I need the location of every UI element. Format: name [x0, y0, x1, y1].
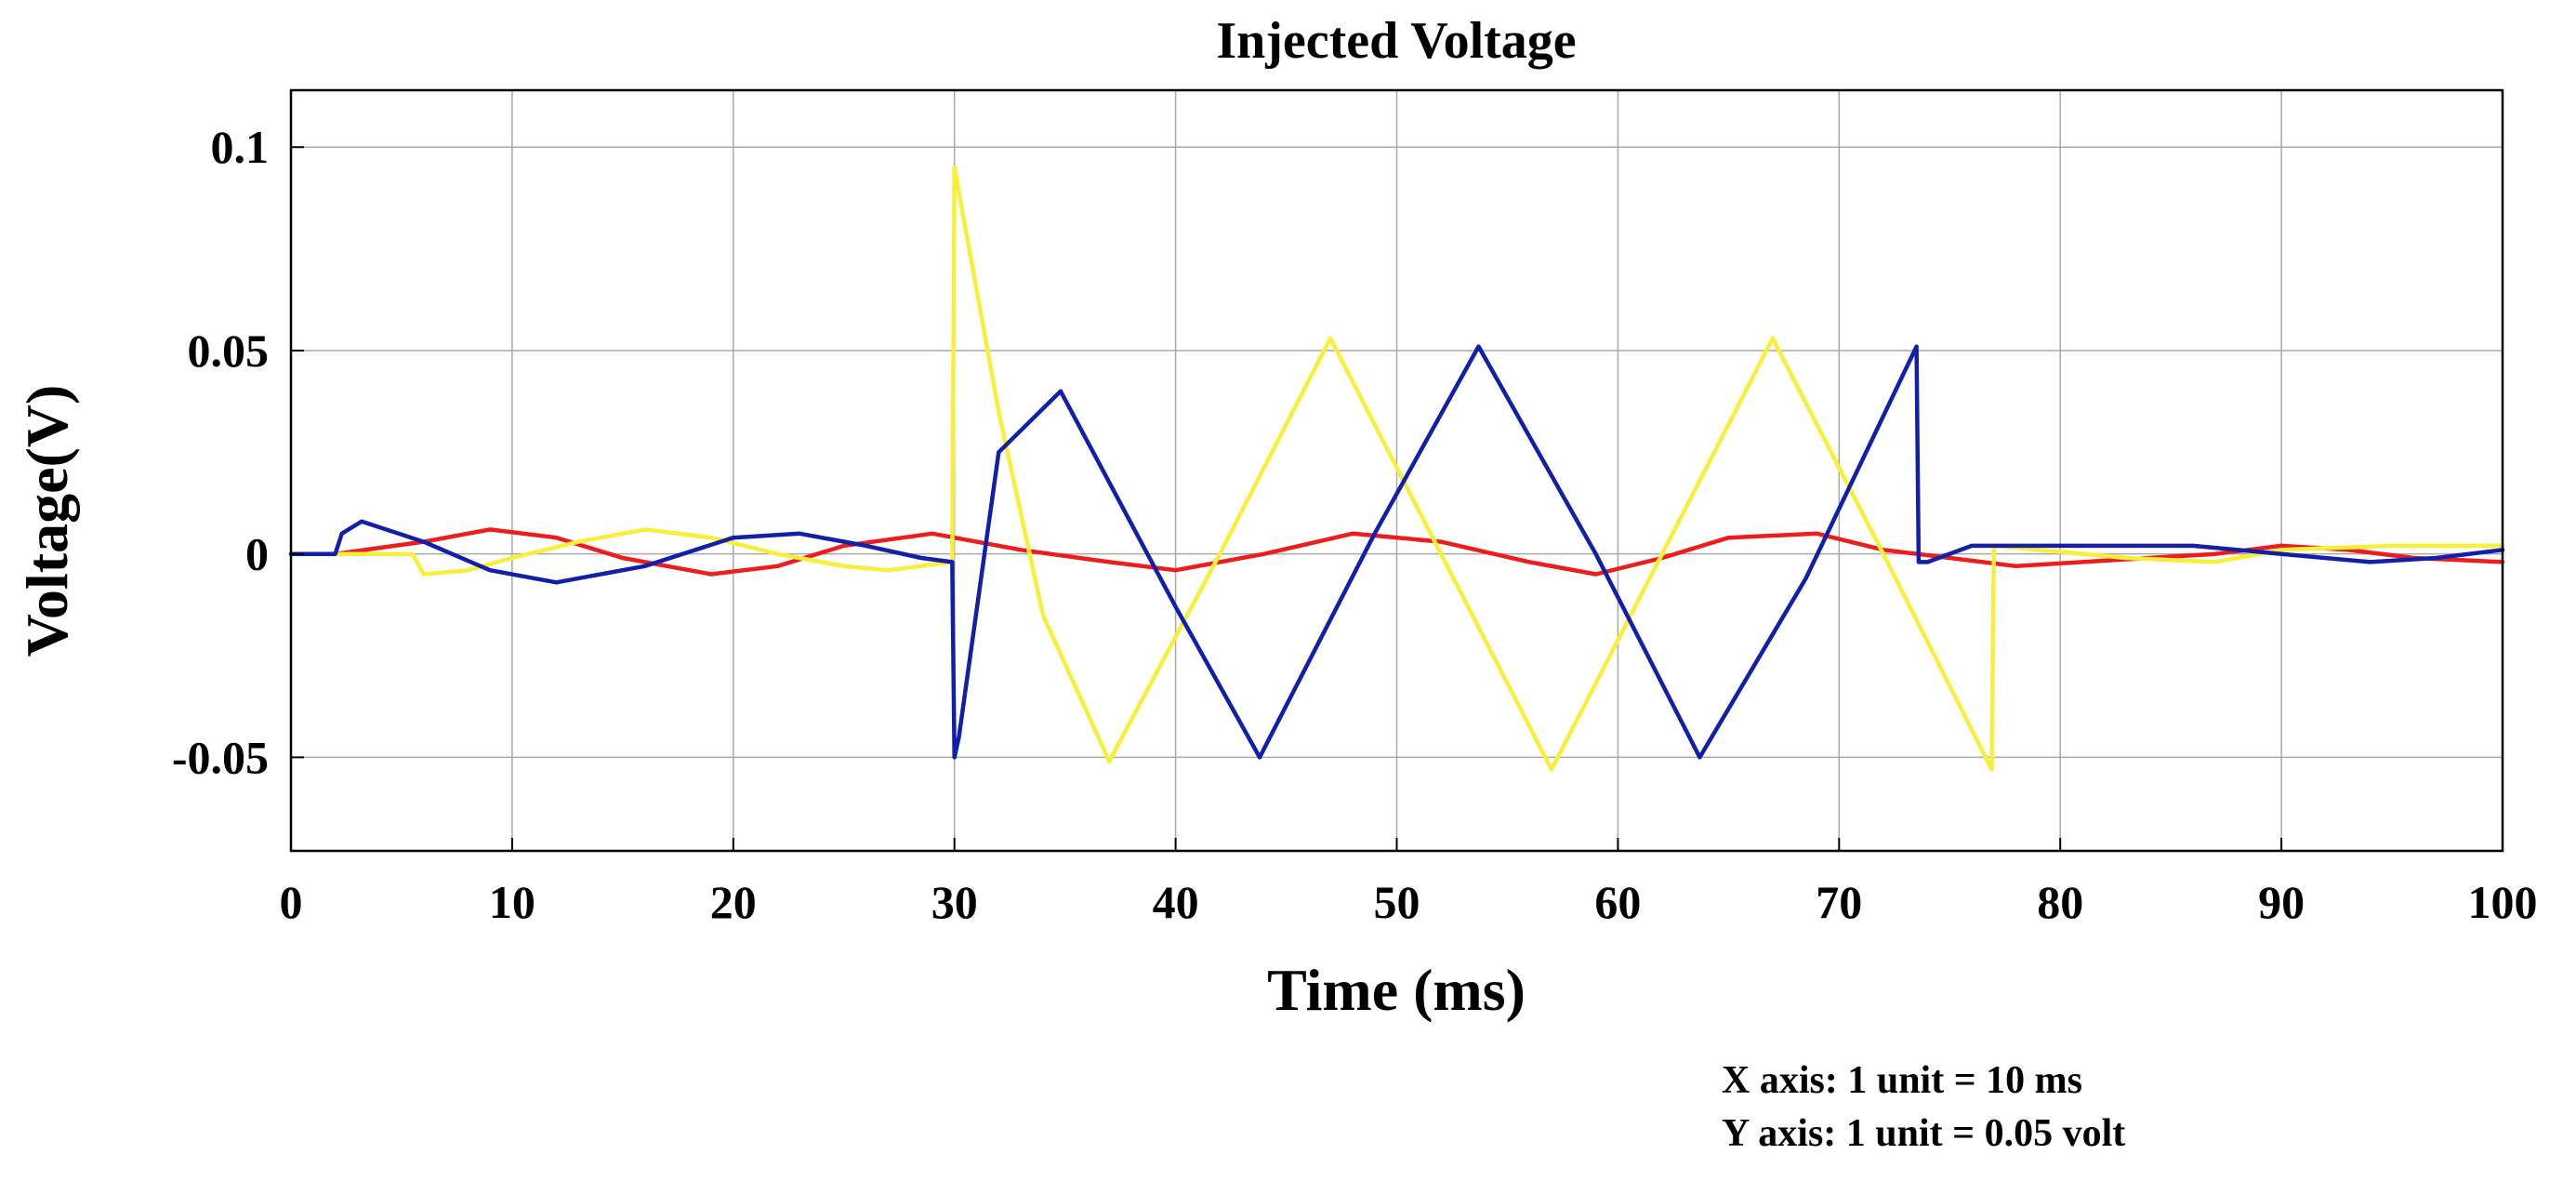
x-tick-label: 70: [1816, 876, 1862, 928]
y-axis-label: Voltage(V): [14, 385, 80, 657]
y-tick-label: 0.05: [188, 325, 270, 377]
series-line-yellow: [288, 165, 2505, 772]
x-tick-label: 100: [2468, 876, 2538, 928]
x-tick-label: 90: [2258, 876, 2305, 928]
y-tick-label: 0: [245, 528, 269, 580]
x-tick-label: 80: [2037, 876, 2083, 928]
y-axis-unit-note: Y axis: 1 unit = 0.05 volt: [1722, 1112, 2125, 1155]
x-tick-label: 10: [489, 876, 535, 928]
x-axis-ticks: 0 10 20 30 40 50 60 70 80 90 100: [280, 838, 2538, 928]
series-line-blue: [288, 344, 2505, 760]
x-axis-label: Time (ms): [1267, 957, 1526, 1023]
x-tick-label: 40: [1153, 876, 1199, 928]
x-tick-label: 50: [1374, 876, 1420, 928]
x-axis-unit-note: X axis: 1 unit = 10 ms: [1722, 1059, 2082, 1102]
y-tick-label: -0.05: [172, 731, 269, 783]
x-tick-label: 30: [931, 876, 978, 928]
x-tick-label: 0: [280, 876, 303, 928]
y-axis-ticks: -0.05 0 0.05 0.1: [172, 121, 304, 783]
x-tick-label: 60: [1594, 876, 1641, 928]
series-group: [288, 165, 2505, 772]
chart-title: Injected Voltage: [1216, 12, 1576, 70]
y-tick-label: 0.1: [211, 121, 270, 173]
x-tick-label: 20: [710, 876, 757, 928]
